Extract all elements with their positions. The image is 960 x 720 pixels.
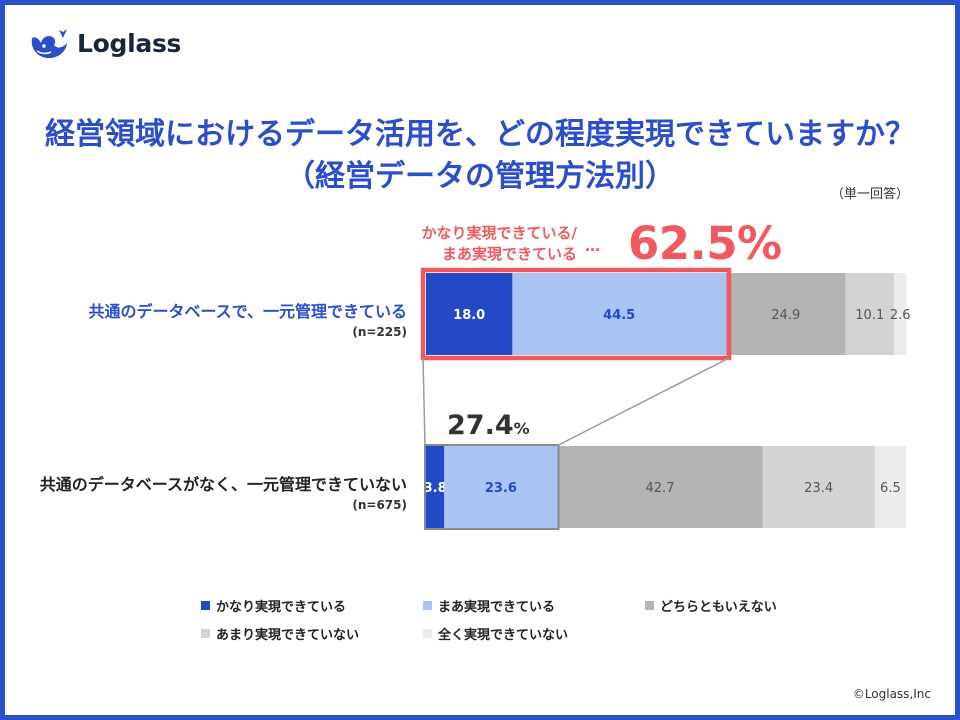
bar-segment	[426, 273, 513, 355]
callout-percentage: 62.5%	[628, 217, 782, 270]
bar-segment	[845, 273, 894, 355]
legend-swatch	[201, 601, 210, 610]
row-label-unified: 共通のデータベースで、一元管理できている (n=225)	[88, 302, 407, 342]
bar-segment	[874, 446, 906, 528]
bar-value-label: 3.8	[424, 481, 447, 496]
bar-value-label: 2.6	[890, 308, 911, 323]
copyright: ©Loglass,Inc	[852, 687, 931, 701]
bar-value-label: 10.1	[855, 308, 884, 323]
legend-label: 全く実現できていない	[438, 628, 569, 643]
connector-line	[422, 357, 426, 446]
row-label-not-unified: 共通のデータベースがなく、一元管理できていない (n=675)	[40, 475, 407, 515]
bar-value-label: 23.6	[485, 481, 517, 496]
callout-label-line1: かなり実現できている/	[421, 224, 577, 242]
stacked-bar-chart: 18.0 44.5 24.9 10.1 2.6 3.8 23.6 42.7 23.4 6.5	[420, 267, 911, 530]
row-sample-size: (n=225)	[352, 325, 407, 339]
bar-segment	[512, 273, 726, 355]
callout-dots: …	[585, 237, 600, 255]
bar-segment	[557, 446, 763, 528]
legend-label: かなり実現できている	[216, 600, 347, 615]
highlight-frame	[424, 444, 560, 530]
legend-label: あまり実現できていない	[216, 628, 360, 643]
brand-name: Loglass	[77, 28, 182, 58]
legend-swatch	[201, 629, 210, 638]
legend-label: まあ実現できている	[438, 600, 556, 615]
legend-item-very-realized: かなり実現できている	[201, 596, 346, 615]
row-label-text: 共通のデータベースで、一元管理できている	[88, 302, 407, 321]
bar-segment	[762, 446, 875, 528]
row-sample-size: (n=675)	[352, 498, 407, 512]
row-label-text: 共通のデータベースがなく、一元管理できていない	[39, 475, 407, 494]
brand-logo: Loglass	[29, 25, 181, 61]
answer-type-note: （単一回答）	[830, 187, 909, 202]
bar-segment	[426, 446, 445, 528]
bar-segment	[726, 273, 846, 355]
bar-value-label: 18.0	[453, 308, 485, 323]
bar-value-label: 44.5	[603, 308, 635, 323]
highlight-frame	[420, 267, 732, 361]
chart-subtitle: （経営データの管理方法別）	[285, 159, 675, 194]
bar-segment	[444, 446, 558, 528]
sub-callout-percentage: 27.4%	[447, 410, 530, 441]
legend-item-not-much: あまり実現できていない	[201, 624, 359, 643]
callout-label-line2: まあ実現できている	[441, 245, 577, 263]
legend-swatch	[645, 601, 654, 610]
whale-logo-icon	[31, 29, 67, 59]
sub-callout-unit: %	[513, 419, 530, 438]
bar-value-label: 6.5	[880, 481, 901, 496]
legend-swatch	[423, 601, 432, 610]
chart-title: 経営領域におけるデータ活用を、どの程度実現できていますか？	[45, 117, 915, 152]
callout-label: かなり実現できている/ まあ実現できている	[407, 223, 577, 265]
bar-value-label: 23.4	[804, 481, 833, 496]
sub-callout-value: 27.4	[447, 410, 514, 441]
legend-item-neutral: どちらともいえない	[645, 596, 777, 615]
connector-line	[558, 357, 730, 446]
legend-swatch	[423, 629, 432, 638]
legend-label: どちらともいえない	[660, 600, 777, 615]
legend-item-not-at-all: 全く実現できていない	[423, 624, 568, 643]
bar-value-label: 42.7	[646, 481, 675, 496]
bar-segment	[894, 273, 907, 355]
bar-value-label: 24.9	[771, 308, 800, 323]
legend-item-somewhat-realized: まあ実現できている	[423, 596, 555, 615]
